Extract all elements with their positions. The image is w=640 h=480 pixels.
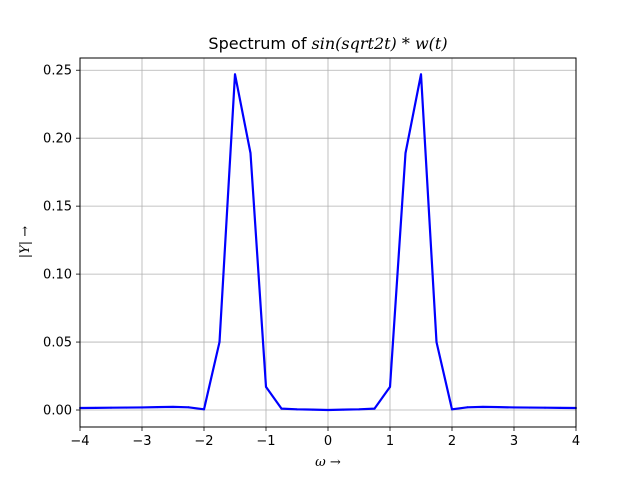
data-point [203, 408, 205, 411]
data-point [296, 408, 298, 411]
data-point [110, 406, 112, 409]
y-tick-label: 0.15 [43, 200, 72, 215]
data-point [544, 406, 546, 409]
data-point [187, 406, 190, 409]
data-point [94, 406, 97, 409]
data-point [435, 341, 438, 344]
data-point [404, 152, 407, 155]
data-point [482, 405, 484, 408]
y-tick-label: 0.10 [43, 268, 72, 283]
data-point [156, 406, 159, 409]
data-point [358, 408, 360, 411]
data-point [342, 408, 345, 411]
data-point [280, 407, 283, 410]
data-point [497, 406, 500, 409]
data-point [559, 406, 562, 409]
data-point [125, 406, 128, 409]
data-point [172, 405, 174, 408]
data-point [249, 152, 252, 155]
data-point [265, 385, 267, 388]
y-tick-label: 0.05 [43, 336, 72, 351]
data-point [420, 73, 422, 76]
chart-title: Spectrum of sin(sqrt2t) * w(t) [208, 34, 447, 53]
x-axis-label: ω → [315, 455, 341, 470]
x-tick-label: 0 [324, 434, 332, 449]
data-point [141, 406, 143, 409]
y-tick-label: 0.25 [43, 64, 72, 79]
x-tick-label: 1 [386, 434, 394, 449]
data-point [451, 408, 453, 411]
data-point [311, 408, 314, 411]
series-layer [79, 73, 577, 412]
chart-title-math: sin(sqrt2t) * w(t) [312, 34, 448, 53]
y-tick-label: 0.00 [43, 404, 72, 419]
x-tick-label: −4 [70, 434, 89, 449]
x-tick-label: −2 [194, 434, 213, 449]
data-point [234, 73, 236, 76]
y-axis: 0.00 0.05 0.10 0.15 0.20 0.25 [43, 64, 80, 419]
data-point [513, 406, 515, 409]
x-tick-label: −3 [132, 434, 151, 449]
x-tick-label: −1 [256, 434, 275, 449]
chart-title-prefix: Spectrum of [208, 34, 311, 53]
y-axis-label: |Y| → [18, 226, 33, 258]
x-tick-label: 4 [572, 434, 580, 449]
data-point [327, 409, 329, 412]
data-point [528, 406, 531, 409]
data-point [466, 406, 469, 409]
data-point [389, 385, 391, 388]
x-axis: −4 −3 −2 −1 0 1 2 3 4 [70, 427, 580, 449]
y-tick-label: 0.20 [43, 132, 72, 147]
x-tick-label: 3 [510, 434, 518, 449]
x-tick-label: 2 [448, 434, 456, 449]
data-point [218, 341, 221, 344]
data-point [373, 407, 376, 410]
